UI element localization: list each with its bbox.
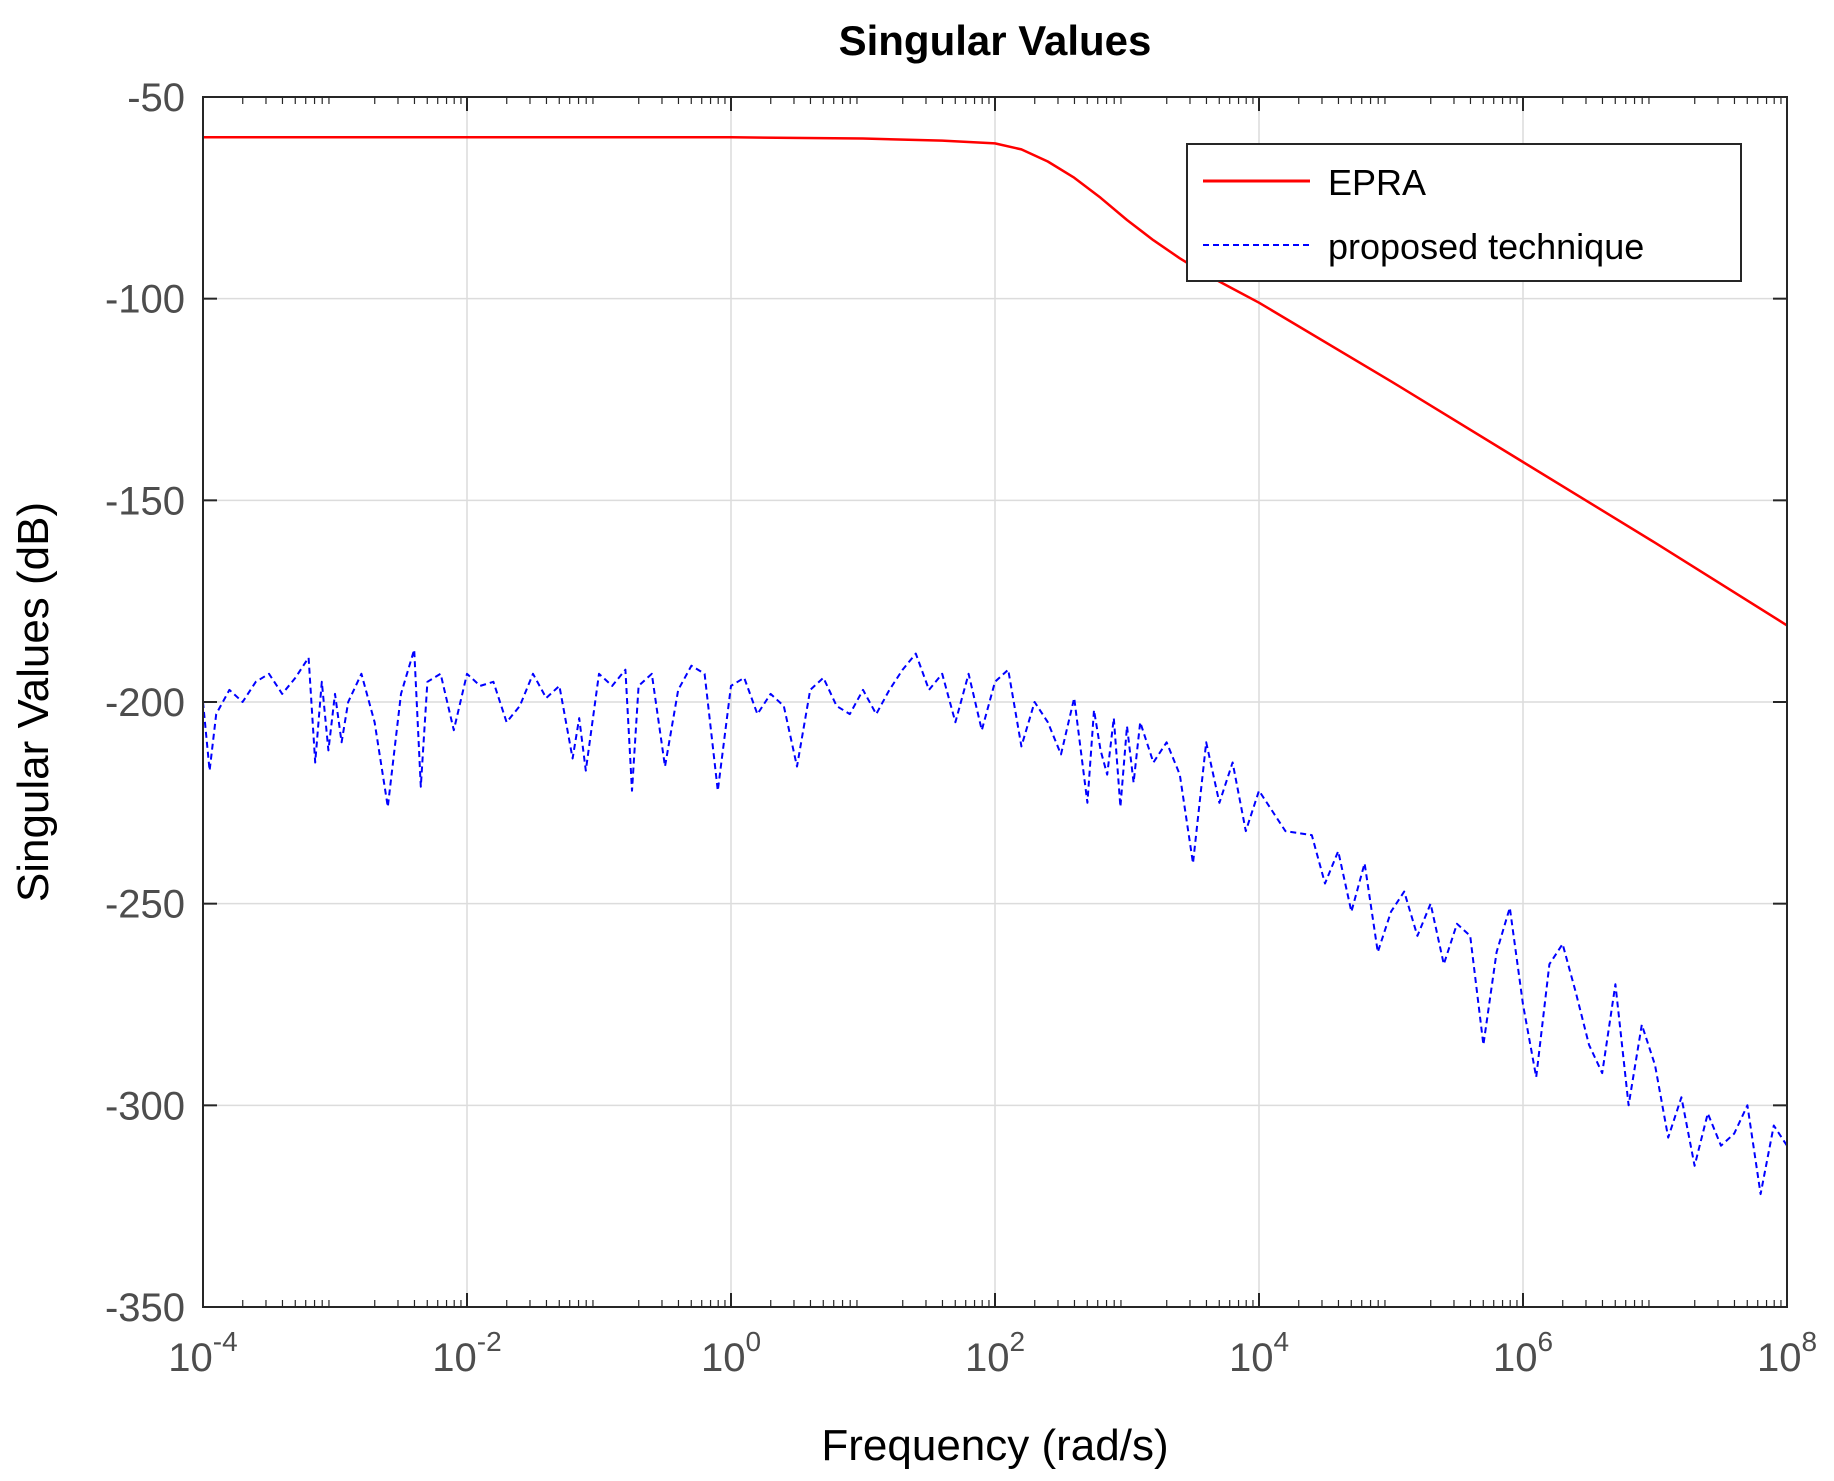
x-tick-label: 106 bbox=[1493, 1326, 1553, 1380]
x-tick-labels: 10-4 10-2 100 102 104 106 108 bbox=[168, 1326, 1817, 1380]
x-tick-exponent: -4 bbox=[213, 1326, 238, 1357]
ticks bbox=[202, 96, 1788, 1308]
y-tick-label: -150 bbox=[105, 479, 185, 523]
x-tick-base: 10 bbox=[965, 1336, 1010, 1380]
x-axis-label: Frequency (rad/s) bbox=[821, 1421, 1168, 1470]
x-tick-exponent: -2 bbox=[477, 1326, 502, 1357]
legend-label-proposed-technique: proposed technique bbox=[1328, 226, 1644, 267]
x-tick-exponent: 8 bbox=[1801, 1326, 1817, 1357]
series-line-proposed-technique bbox=[202, 648, 1788, 1196]
x-tick-label: 104 bbox=[1229, 1326, 1289, 1380]
x-tick-exponent: 0 bbox=[745, 1326, 761, 1357]
y-tick-label: -350 bbox=[105, 1286, 185, 1330]
x-tick-label: 108 bbox=[1757, 1326, 1817, 1380]
y-tick-label: -100 bbox=[105, 278, 185, 322]
x-tick-exponent: 4 bbox=[1273, 1326, 1289, 1357]
y-tick-label: -200 bbox=[105, 681, 185, 725]
series-line-epra bbox=[203, 136, 1788, 627]
x-tick-label: 102 bbox=[965, 1326, 1025, 1380]
y-tick-label: -250 bbox=[105, 883, 185, 927]
x-tick-base: 10 bbox=[1229, 1336, 1274, 1380]
legend-label-epra: EPRA bbox=[1328, 162, 1426, 203]
legend-box bbox=[1186, 143, 1742, 282]
series-layer bbox=[202, 136, 1788, 1196]
x-tick-base: 10 bbox=[1493, 1336, 1538, 1380]
chart-title: Singular Values bbox=[839, 17, 1152, 64]
x-tick-base: 10 bbox=[1757, 1336, 1802, 1380]
legend: EPRA proposed technique bbox=[1186, 143, 1742, 282]
x-tick-label: 10-4 bbox=[168, 1326, 237, 1380]
y-axis-label: Singular Values (dB) bbox=[9, 502, 58, 902]
x-tick-label: 10-2 bbox=[432, 1326, 501, 1380]
x-tick-base: 10 bbox=[168, 1336, 213, 1380]
x-tick-base: 10 bbox=[432, 1336, 477, 1380]
x-tick-exponent: 6 bbox=[1537, 1326, 1553, 1357]
y-tick-label: -300 bbox=[105, 1084, 185, 1128]
x-tick-base: 10 bbox=[701, 1336, 746, 1380]
x-tick-exponent: 2 bbox=[1009, 1326, 1025, 1357]
x-tick-label: 100 bbox=[701, 1326, 761, 1380]
y-tick-label: -50 bbox=[127, 76, 185, 120]
y-tick-labels: -50 -100 -150 -200 -250 -300 -350 bbox=[105, 76, 185, 1330]
